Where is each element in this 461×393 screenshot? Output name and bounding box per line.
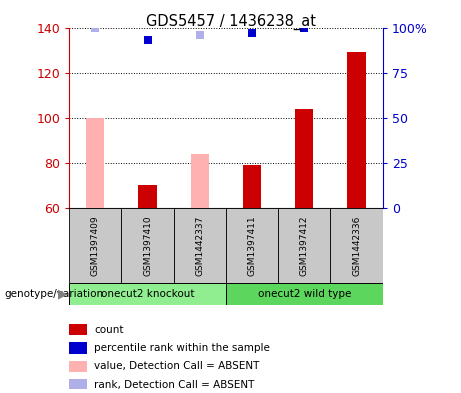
Text: genotype/variation: genotype/variation — [5, 289, 104, 299]
Bar — [348, 52, 366, 208]
Bar — [190, 154, 209, 208]
Text: GSM1397410: GSM1397410 — [143, 215, 152, 276]
Text: GSM1442337: GSM1442337 — [195, 215, 204, 276]
Bar — [243, 165, 261, 208]
Bar — [226, 283, 383, 305]
Bar — [69, 324, 87, 335]
Text: rank, Detection Call = ABSENT: rank, Detection Call = ABSENT — [95, 380, 254, 390]
Bar — [278, 208, 331, 283]
Bar — [121, 208, 174, 283]
Bar — [331, 208, 383, 283]
Bar — [69, 342, 87, 354]
Bar — [174, 208, 226, 283]
Text: GSM1397411: GSM1397411 — [248, 215, 256, 276]
Bar — [69, 208, 121, 283]
Text: GSM1442336: GSM1442336 — [352, 215, 361, 276]
Text: count: count — [95, 325, 124, 335]
Text: ▶: ▶ — [58, 287, 67, 300]
Text: value, Detection Call = ABSENT: value, Detection Call = ABSENT — [95, 362, 260, 371]
Bar — [69, 283, 226, 305]
Text: onecut2 knockout: onecut2 knockout — [101, 289, 194, 299]
Text: GDS5457 / 1436238_at: GDS5457 / 1436238_at — [146, 14, 315, 30]
Bar — [295, 109, 313, 208]
Text: onecut2 wild type: onecut2 wild type — [258, 289, 351, 299]
Bar — [69, 361, 87, 372]
Bar — [226, 208, 278, 283]
Bar — [138, 185, 157, 208]
Bar — [69, 379, 87, 391]
Text: percentile rank within the sample: percentile rank within the sample — [95, 343, 270, 353]
Text: GSM1397409: GSM1397409 — [91, 215, 100, 276]
Text: GSM1397412: GSM1397412 — [300, 215, 309, 276]
Bar — [86, 118, 104, 208]
